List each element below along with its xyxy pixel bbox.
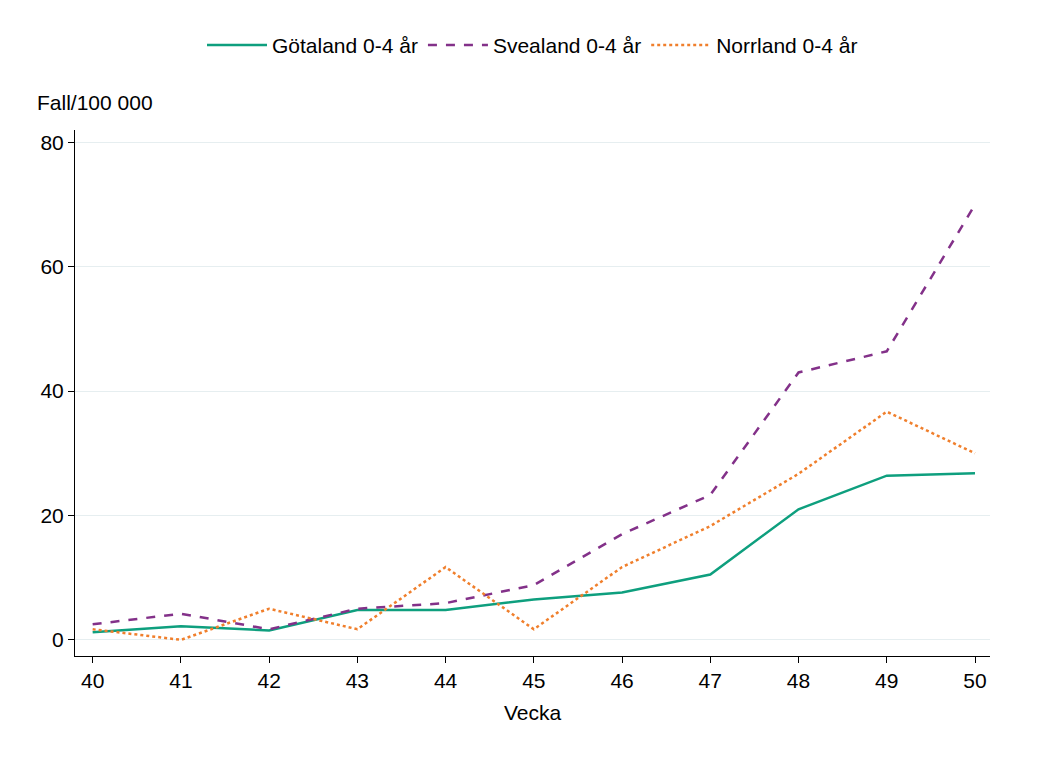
svg-text:40: 40: [40, 379, 63, 402]
svg-text:40: 40: [81, 669, 104, 692]
svg-text:42: 42: [257, 669, 280, 692]
svg-text:47: 47: [699, 669, 722, 692]
svg-text:Fall/100 000: Fall/100 000: [37, 91, 153, 114]
svg-text:48: 48: [787, 669, 810, 692]
svg-text:46: 46: [610, 669, 633, 692]
svg-text:Götaland 0-4 år: Götaland 0-4 år: [272, 34, 418, 57]
svg-text:44: 44: [434, 669, 458, 692]
svg-text:43: 43: [346, 669, 369, 692]
svg-text:41: 41: [169, 669, 192, 692]
svg-text:50: 50: [963, 669, 986, 692]
svg-text:60: 60: [40, 255, 63, 278]
svg-text:49: 49: [875, 669, 898, 692]
svg-text:80: 80: [40, 131, 63, 154]
svg-text:Svealand 0-4 år: Svealand 0-4 år: [493, 34, 641, 57]
svg-text:45: 45: [522, 669, 545, 692]
svg-text:Vecka: Vecka: [504, 701, 562, 724]
svg-text:20: 20: [40, 504, 63, 527]
svg-text:0: 0: [52, 628, 64, 651]
svg-text:Norrland 0-4 år: Norrland 0-4 år: [716, 34, 857, 57]
